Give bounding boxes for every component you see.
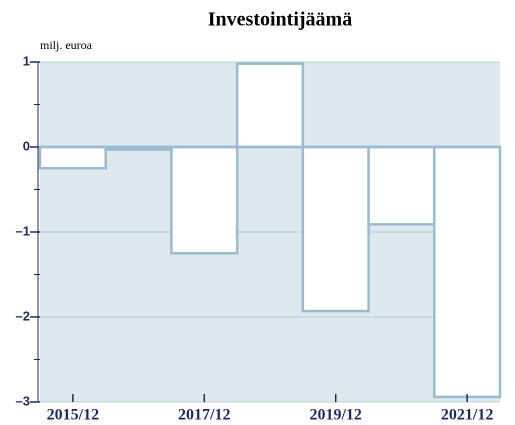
y-axis-label: milj. euroa: [40, 38, 93, 52]
y-tick-label: –1: [16, 223, 30, 238]
y-tick-label: 1: [23, 53, 30, 68]
bar: [301, 145, 370, 313]
x-tick-label: 2017/12: [178, 407, 230, 424]
bar: [170, 145, 239, 255]
bar: [433, 145, 502, 399]
bar: [235, 62, 305, 149]
bar: [38, 145, 107, 170]
x-tick-label: 2019/12: [309, 407, 361, 424]
chart-title: Investointijäämä: [208, 9, 352, 31]
y-tick-label: –3: [16, 393, 30, 408]
x-tick-label: 2021/12: [441, 407, 493, 424]
x-tick-label: 2015/12: [47, 407, 99, 424]
y-tick-label: 0: [23, 138, 30, 153]
y-tick-label: –2: [16, 308, 30, 323]
bar: [367, 145, 436, 226]
